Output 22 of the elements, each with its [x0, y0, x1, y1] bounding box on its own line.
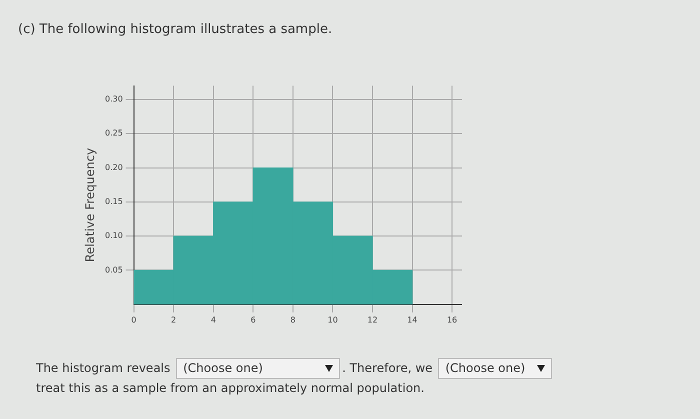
text: treat this as a sample from an approximately normal population.	[36, 381, 424, 395]
chart-title: (c) The following histogram illustrates a sample.	[18, 22, 332, 37]
text: . Therefore, we	[342, 361, 433, 375]
x-tick-label: 0	[131, 315, 136, 324]
y-tick-label: 0.30	[105, 94, 123, 104]
text: The histogram reveals	[36, 361, 170, 375]
x-tick-label: 2	[171, 315, 176, 324]
y-tick-label: 0.15	[105, 197, 123, 206]
x-tick-label: 12	[367, 315, 378, 324]
x-tick-label: 16	[446, 315, 458, 324]
y-axis-title: Relative Frequency	[83, 148, 97, 262]
x-tick-label: 10	[328, 315, 338, 324]
x-tick-label: 4	[210, 315, 216, 324]
x-tick-label: 14	[407, 315, 418, 324]
y-tick-label: 0.25	[105, 128, 123, 138]
dropdown-field: (Choose one)	[438, 358, 552, 379]
x-tick-label: 8	[290, 315, 296, 324]
dropdown-field: (Choose one)	[176, 358, 340, 379]
y-tick-label: 0.05	[105, 265, 123, 274]
y-tick-label: 0.20	[105, 162, 123, 172]
x-tick-label: 6	[250, 315, 256, 324]
y-tick-label: 0.10	[105, 231, 123, 240]
